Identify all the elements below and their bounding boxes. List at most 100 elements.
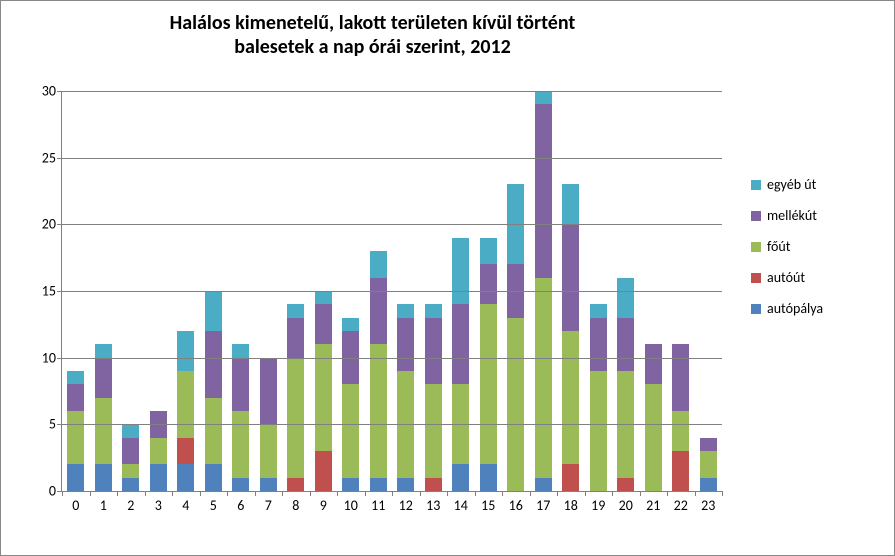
bar-segment-egyeb: [370, 251, 387, 278]
bar-segment-autopalya: [452, 464, 469, 491]
bar-segment-autopalya: [95, 464, 112, 491]
x-tick: [117, 491, 118, 496]
y-tick: [57, 224, 62, 225]
bar-segment-autopalya: [232, 478, 249, 491]
x-tick: [392, 491, 393, 496]
bar-segment-mellekut: [452, 304, 469, 384]
legend-label: autópálya: [767, 300, 823, 317]
bar-segment-mellekut: [535, 104, 552, 277]
bar-segment-mellekut: [315, 304, 332, 344]
chart-title: Halálos kimenetelű, lakott területen kív…: [1, 11, 744, 59]
bar-segment-fout: [177, 371, 194, 438]
bar-segment-fout: [590, 371, 607, 491]
bar-segment-autout: [617, 478, 634, 491]
x-tick: [530, 491, 531, 496]
bar-segment-autout: [315, 451, 332, 491]
bar-segment-fout: [507, 318, 524, 491]
x-tick: [695, 491, 696, 496]
gridline: [62, 158, 722, 159]
bar-segment-fout: [150, 438, 167, 465]
bar-segment-mellekut: [370, 278, 387, 345]
bar-segment-autopalya: [260, 478, 277, 491]
bar-segment-mellekut: [397, 318, 414, 371]
x-tick: [420, 491, 421, 496]
bar-segment-egyeb: [535, 91, 552, 104]
bar-segment-autopalya: [342, 478, 359, 491]
x-tick: [612, 491, 613, 496]
y-tick-label: 15: [42, 283, 56, 300]
bar-segment-mellekut: [617, 318, 634, 371]
chart-frame: Halálos kimenetelű, lakott területen kív…: [0, 0, 895, 556]
bar-segment-autopalya: [177, 464, 194, 491]
x-tick: [337, 491, 338, 496]
y-tick-label: 20: [42, 216, 56, 233]
bar-segment-egyeb: [287, 304, 304, 317]
x-tick-label: 8: [292, 497, 299, 514]
x-tick-label: 18: [564, 497, 578, 514]
bar-segment-fout: [67, 411, 84, 464]
bar-segment-fout: [315, 344, 332, 451]
bar-segment-fout: [562, 331, 579, 464]
bar-segment-egyeb: [397, 304, 414, 317]
bar-segment-mellekut: [260, 358, 277, 425]
x-tick-label: 4: [182, 497, 189, 514]
x-tick: [62, 491, 63, 496]
bar-segment-egyeb: [67, 371, 84, 384]
bar-segment-mellekut: [700, 438, 717, 451]
legend-item-mellekut: mellékút: [751, 207, 823, 224]
legend-swatch: [751, 180, 761, 190]
bar-segment-autopalya: [480, 464, 497, 491]
bar-segment-egyeb: [480, 238, 497, 265]
x-tick-label: 13: [426, 497, 440, 514]
bar-segment-mellekut: [67, 384, 84, 411]
legend-label: egyéb út: [767, 176, 816, 193]
x-tick-label: 10: [344, 497, 358, 514]
bar-segment-autopalya: [535, 478, 552, 491]
bar-segment-egyeb: [590, 304, 607, 317]
bar-segment-autopalya: [397, 478, 414, 491]
x-tick-label: 22: [674, 497, 688, 514]
bar-segment-egyeb: [315, 291, 332, 304]
bar-segment-fout: [700, 451, 717, 478]
bar-segment-fout: [370, 344, 387, 477]
x-tick: [172, 491, 173, 496]
x-tick: [475, 491, 476, 496]
x-tick-label: 1: [100, 497, 107, 514]
bar-segment-autout: [287, 478, 304, 491]
bar-segment-egyeb: [122, 424, 139, 437]
x-tick-label: 7: [265, 497, 272, 514]
bar-segment-autopalya: [370, 478, 387, 491]
y-tick: [57, 91, 62, 92]
bar-segment-mellekut: [590, 318, 607, 371]
x-tick: [447, 491, 448, 496]
bar-segment-fout: [95, 398, 112, 465]
bar-segment-mellekut: [425, 318, 442, 385]
x-tick-label: 3: [155, 497, 162, 514]
x-tick: [90, 491, 91, 496]
bar-segment-autopalya: [700, 478, 717, 491]
bar-segment-fout: [232, 411, 249, 478]
x-tick-label: 17: [536, 497, 550, 514]
bar-segment-fout: [287, 358, 304, 478]
x-tick: [255, 491, 256, 496]
x-tick: [310, 491, 311, 496]
gridline: [62, 291, 722, 292]
bar-segment-egyeb: [425, 304, 442, 317]
x-tick-label: 15: [481, 497, 495, 514]
bar-segment-autout: [672, 451, 689, 491]
legend-swatch: [751, 304, 761, 314]
x-tick: [640, 491, 641, 496]
x-tick-label: 2: [127, 497, 134, 514]
x-tick-label: 9: [320, 497, 327, 514]
y-tick-label: 30: [42, 83, 56, 100]
bar-segment-autout: [425, 478, 442, 491]
bar-segment-fout: [425, 384, 442, 477]
legend-swatch: [751, 273, 761, 283]
legend-label: főút: [767, 238, 790, 255]
x-tick-label: 14: [454, 497, 468, 514]
legend-swatch: [751, 211, 761, 221]
bar-segment-egyeb: [342, 318, 359, 331]
bar-segment-mellekut: [205, 331, 222, 398]
bar-segment-fout: [205, 398, 222, 465]
x-tick: [227, 491, 228, 496]
